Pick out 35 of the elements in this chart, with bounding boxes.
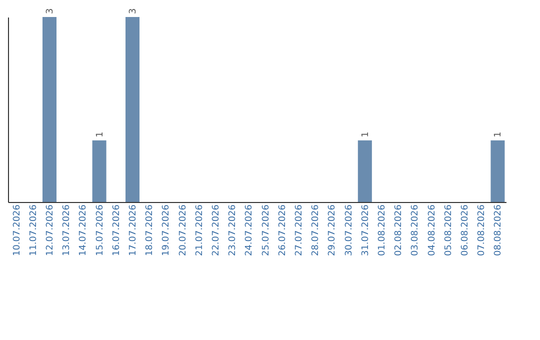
x-tick-label: 05.08.2026 <box>444 204 454 256</box>
x-tick-label: 17.07.2026 <box>128 204 138 256</box>
x-tick-label: 10.07.2026 <box>12 204 22 256</box>
x-tick-label: 01.08.2026 <box>378 204 388 256</box>
x-tick-label: 23.07.2026 <box>228 204 238 256</box>
x-tick-label: 31.07.2026 <box>360 204 371 256</box>
x-tick-label: 28.07.2026 <box>311 204 322 256</box>
x-tick-label: 07.08.2026 <box>477 204 488 256</box>
x-tick-label: 02.08.2026 <box>394 204 404 256</box>
x-tick-label: 14.07.2026 <box>78 204 89 256</box>
data-label: 3 <box>46 8 56 14</box>
x-tick-label: 21.07.2026 <box>194 204 205 256</box>
x-tick-label: 18.07.2026 <box>145 204 156 256</box>
x-tick-label: 26.07.2026 <box>278 204 288 256</box>
x-tick-label: 04.08.2026 <box>427 204 438 256</box>
x-tick-label: 06.08.2026 <box>460 204 470 256</box>
x-tick-label: 15.07.2026 <box>95 204 106 256</box>
data-label: 1 <box>494 132 504 138</box>
x-tick-label: 03.08.2026 <box>410 204 421 256</box>
x-tick-label: 20.07.2026 <box>178 204 188 256</box>
x-tick-label: 19.07.2026 <box>162 204 172 256</box>
x-tick-label: 27.07.2026 <box>294 204 304 256</box>
x-tick-label: 25.07.2026 <box>261 204 272 256</box>
x-tick-label: 16.07.2026 <box>112 204 122 256</box>
x-tick-label: 22.07.2026 <box>212 204 222 256</box>
x-tick-label: 08.08.2026 <box>494 204 504 256</box>
x-tick-label: 24.07.2026 <box>244 204 255 256</box>
data-label: 1 <box>360 132 371 138</box>
data-label: 3 <box>128 8 138 14</box>
x-tick-label: 11.07.2026 <box>28 204 39 256</box>
x-tick-label: 13.07.2026 <box>62 204 72 256</box>
x-tick-label: 12.07.2026 <box>46 204 56 256</box>
x-tick-label: 30.07.2026 <box>344 204 354 256</box>
x-tick-label: 29.07.2026 <box>328 204 338 256</box>
data-label: 1 <box>95 132 106 138</box>
